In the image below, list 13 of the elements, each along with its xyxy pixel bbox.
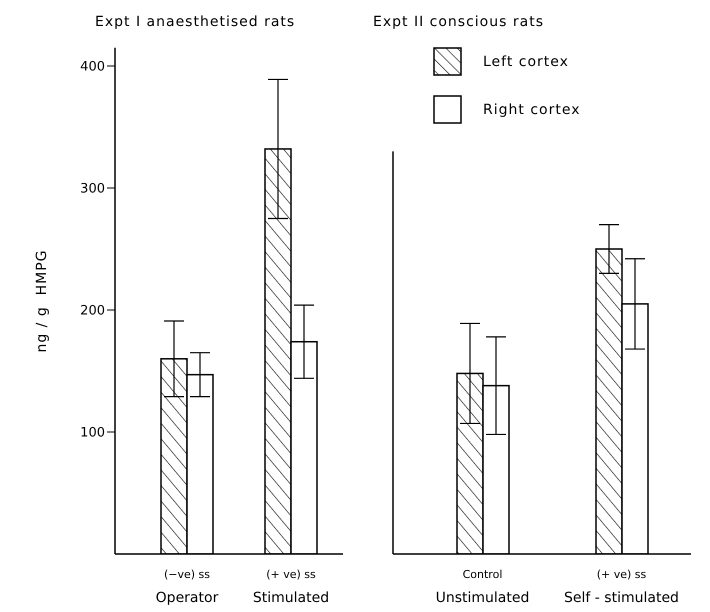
x-tick-label: Control Unstimulated — [436, 568, 530, 606]
y-tick-label: 100 — [80, 426, 105, 441]
chart-title: Expt I anaesthetised rats — [95, 14, 296, 30]
x-tick-label: (+ ve) ss Self - stimulated — [564, 568, 679, 606]
x-tick-label: (+ ve) ss Stimulated — [252, 568, 330, 606]
chart-title: Expt II conscious rats — [373, 14, 544, 30]
legend-label: Left cortex — [483, 54, 569, 70]
legend-label: Right cortex — [483, 102, 580, 118]
x-tick-label: (−ve) ss Operator — [156, 568, 219, 606]
y-tick-label: 300 — [80, 182, 105, 197]
y-axis-title: ng / g HMPG — [34, 249, 50, 352]
y-tick-label: 200 — [80, 304, 105, 319]
y-tick-label: 400 — [80, 60, 105, 75]
